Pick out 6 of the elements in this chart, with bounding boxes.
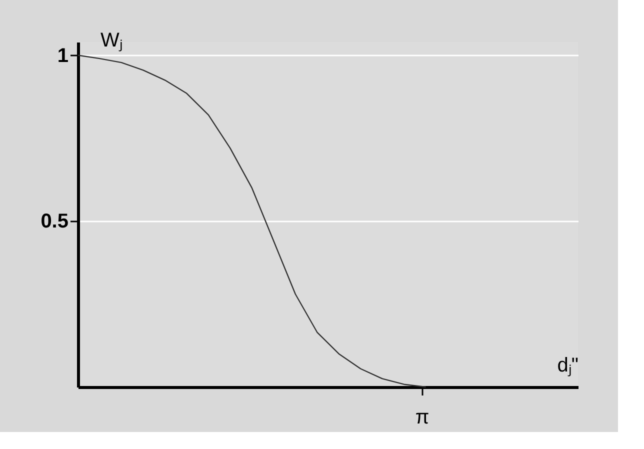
line-series <box>77 54 426 388</box>
x-tick-label: π <box>415 406 430 428</box>
y-axis-title: Wⱼ <box>100 30 122 52</box>
x-axis-title: dⱼ" <box>557 354 578 376</box>
y-tick-label: 1 <box>57 44 68 67</box>
y-tick-label: 0.5 <box>40 210 68 233</box>
